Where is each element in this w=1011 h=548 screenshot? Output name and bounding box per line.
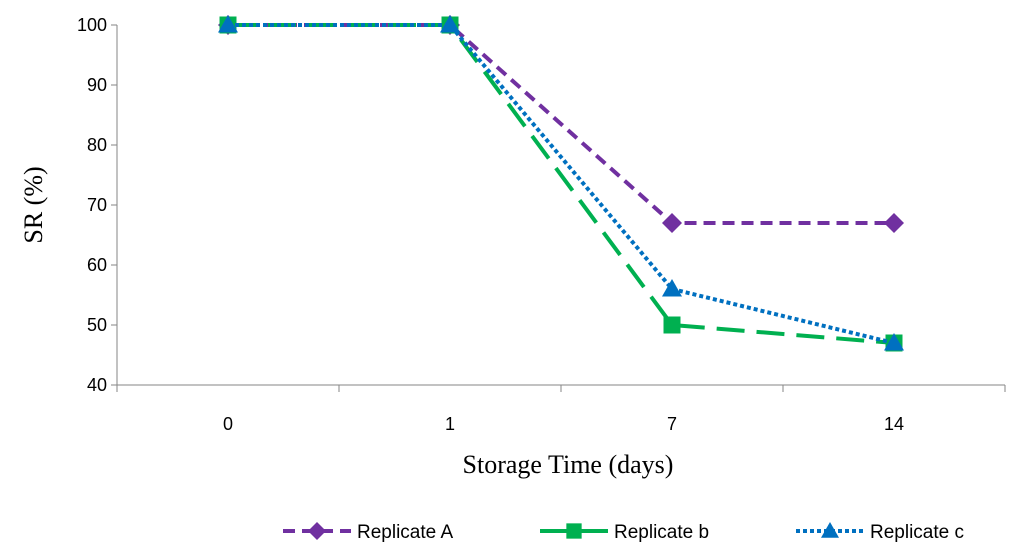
series-2	[219, 16, 903, 352]
x-tick-label: 14	[884, 414, 904, 434]
data-point	[884, 213, 904, 233]
data-point	[662, 213, 682, 233]
legend-label: Replicate b	[614, 522, 709, 543]
x-tick-label: 0	[223, 414, 233, 434]
legend-item: Replicate c	[796, 522, 964, 543]
series-line	[228, 23, 894, 225]
y-axis-title: SR (%)	[19, 166, 48, 243]
x-tick-label: 1	[445, 414, 455, 434]
data-point	[884, 333, 904, 351]
y-tick-label: 60	[87, 255, 107, 275]
y-tick-label: 50	[87, 315, 107, 335]
data-point	[663, 316, 681, 334]
legend-label: Replicate c	[870, 522, 964, 543]
series-3	[218, 15, 904, 351]
chart-axes: 40 50 60 70 80 90 100 0 1 7 14	[77, 15, 1006, 434]
y-tick-label: 80	[87, 135, 107, 155]
data-point	[440, 15, 460, 33]
data-point	[308, 522, 326, 540]
chart-series	[218, 15, 904, 352]
chart-legend: Replicate A Replicate b Replicate c	[283, 522, 964, 543]
series-line	[228, 23, 895, 345]
legend-item: Replicate A	[283, 522, 453, 543]
y-tick-label: 40	[87, 375, 107, 395]
y-tick-label: 70	[87, 195, 107, 215]
data-point	[218, 15, 238, 33]
series-1	[218, 15, 904, 233]
legend-item: Replicate b	[540, 522, 709, 543]
series-line	[228, 23, 895, 345]
legend-label: Replicate A	[357, 522, 453, 543]
y-tick-label: 100	[77, 15, 107, 35]
x-axis-title: Storage Time (days)	[463, 450, 674, 479]
data-point	[662, 279, 682, 297]
x-tick-label: 7	[667, 414, 677, 434]
data-point	[821, 522, 839, 538]
y-tick-label: 90	[87, 75, 107, 95]
data-point	[566, 523, 582, 539]
